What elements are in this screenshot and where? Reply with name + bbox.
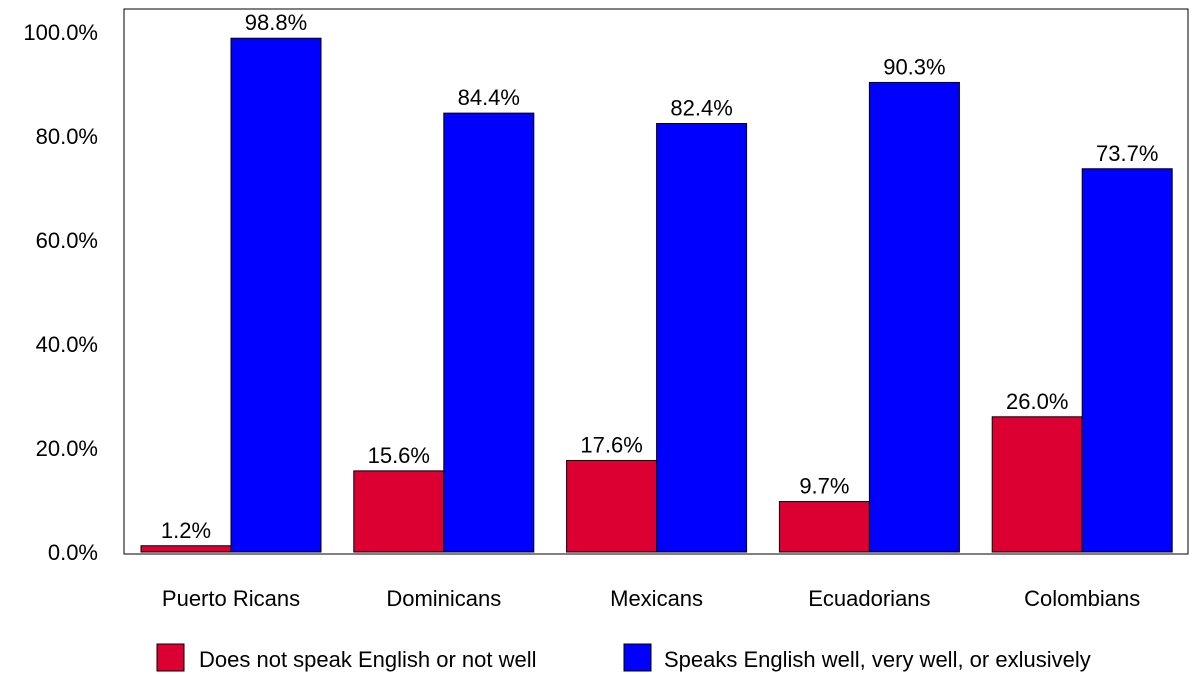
data-label: 15.6% xyxy=(368,443,430,468)
y-tick-label: 40.0% xyxy=(36,332,98,357)
bar-not-well-dominicans xyxy=(353,470,445,553)
x-axis-category-labels: Puerto Ricans Dominicans Mexicans Ecuadoria… xyxy=(162,586,1140,611)
x-category-label: Dominicans xyxy=(386,586,501,611)
legend-label-not-well: Does not speak English or not well xyxy=(199,647,537,672)
data-label: 26.0% xyxy=(1006,389,1068,414)
bar-speaks-well-mexicans xyxy=(656,123,748,553)
legend: Does not speak English or not well Speak… xyxy=(156,643,1091,672)
bar-not-well-ecuadorians xyxy=(778,501,870,553)
data-label: 17.6% xyxy=(580,432,642,457)
x-category-label: Colombians xyxy=(1024,586,1140,611)
y-tick-label: 60.0% xyxy=(36,228,98,253)
data-label: 82.4% xyxy=(670,96,732,121)
legend-label-speaks-well: Speaks English well, very well, or exlus… xyxy=(664,647,1091,672)
x-category-label: Mexicans xyxy=(610,586,703,611)
y-axis-tick-labels: 0.0% 20.0% 40.0% 60.0% 80.0% 100.0% xyxy=(23,20,98,565)
bar-speaks-well-colombians xyxy=(1081,168,1173,553)
data-label: 84.4% xyxy=(458,85,520,110)
bar-not-well-colombians xyxy=(991,416,1083,553)
bar-speaks-well-puerto-ricans xyxy=(230,37,322,553)
x-category-label: Puerto Ricans xyxy=(162,586,300,611)
bar-speaks-well-dominicans xyxy=(443,112,535,553)
bar-not-well-mexicans xyxy=(566,459,658,553)
legend-swatch-speaks-well xyxy=(623,643,652,672)
data-label: 1.2% xyxy=(161,518,211,543)
bar-not-well-puerto-ricans xyxy=(140,545,232,553)
y-tick-label: 20.0% xyxy=(36,436,98,461)
bars-group xyxy=(140,37,1173,553)
legend-swatch-not-well xyxy=(156,643,185,672)
data-label: 9.7% xyxy=(799,474,849,499)
data-label: 90.3% xyxy=(883,54,945,79)
data-labels-group: 1.2% 98.8% 15.6% 84.4% 17.6% 82.4% 9.7% 90.3% 26… xyxy=(161,10,1158,543)
data-label: 98.8% xyxy=(245,10,307,35)
x-category-label: Ecuadorians xyxy=(808,586,930,611)
y-tick-label: 100.0% xyxy=(23,20,98,45)
y-tick-label: 80.0% xyxy=(36,124,98,149)
data-label: 73.7% xyxy=(1096,141,1158,166)
bar-speaks-well-ecuadorians xyxy=(868,81,960,553)
y-tick-label: 0.0% xyxy=(48,540,98,565)
